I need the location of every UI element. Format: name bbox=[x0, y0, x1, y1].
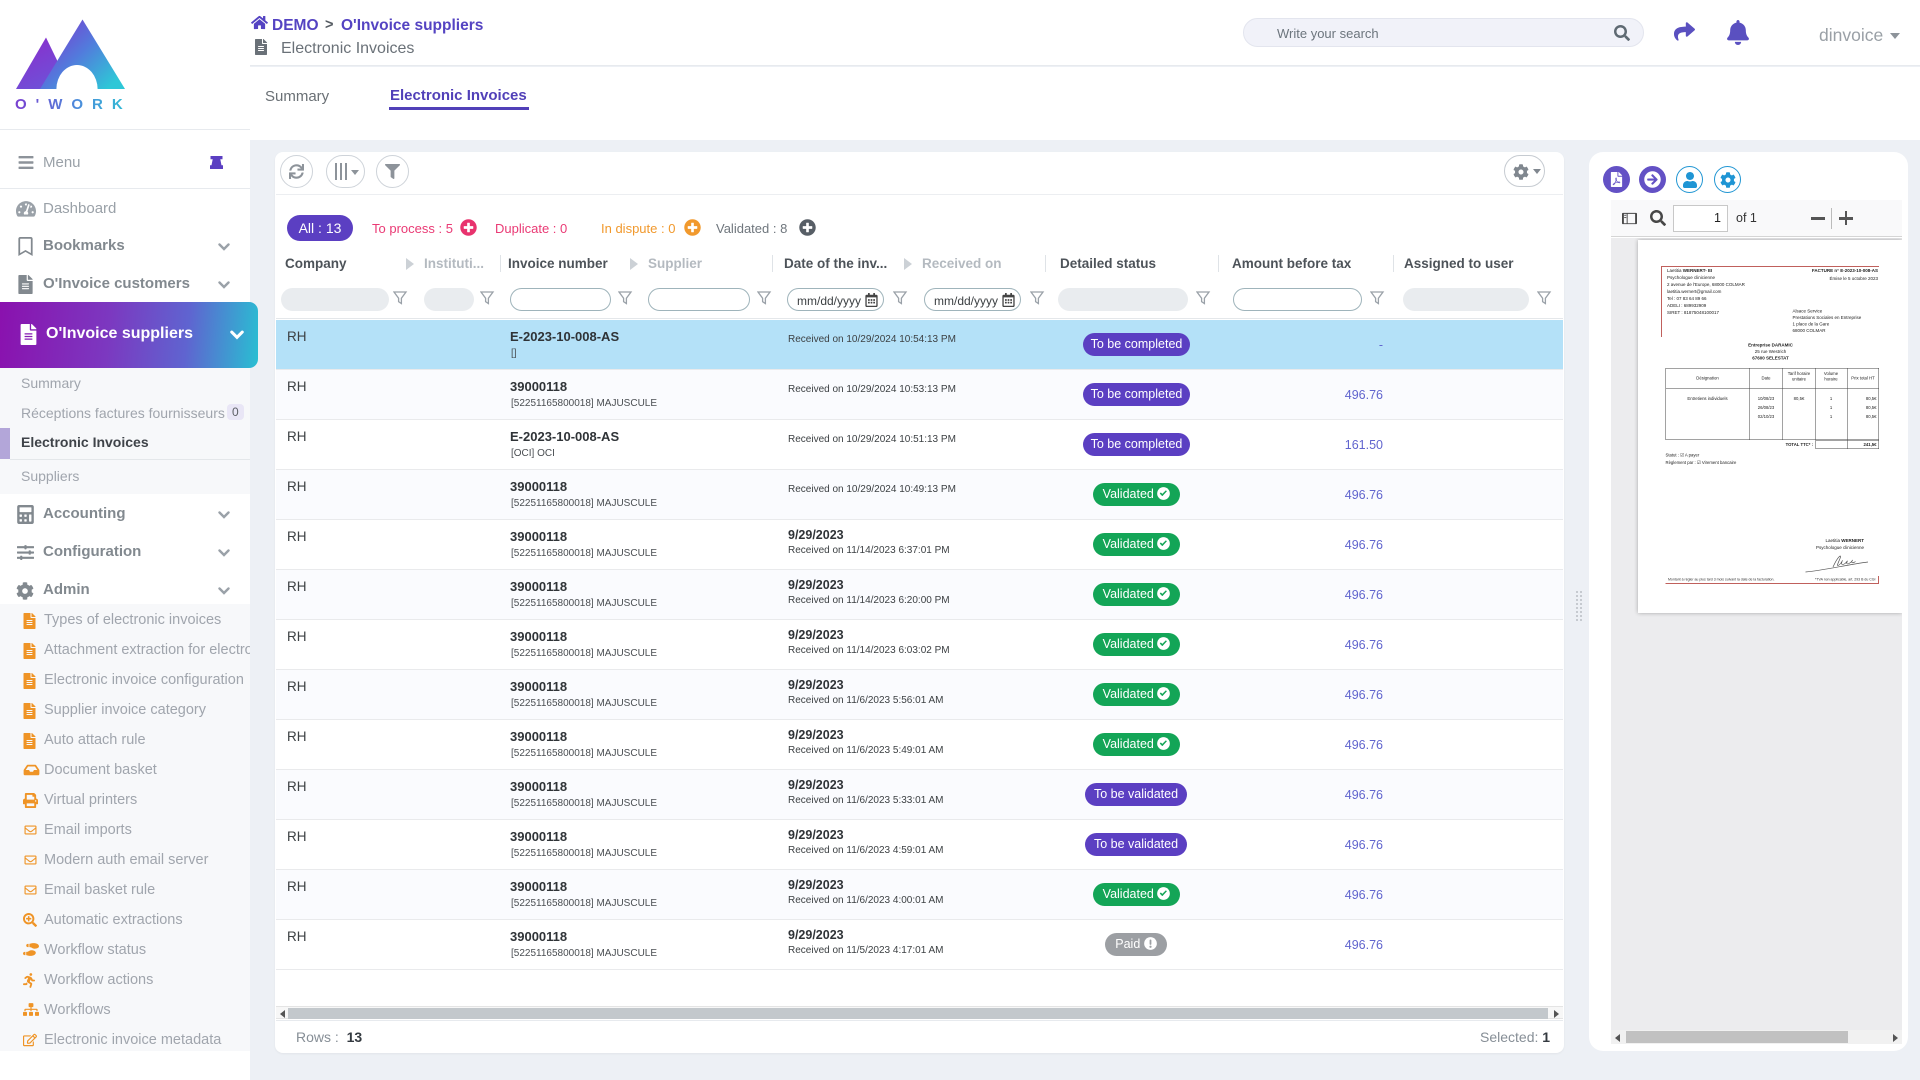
svg-text:O'WORK: O'WORK bbox=[15, 96, 127, 113]
